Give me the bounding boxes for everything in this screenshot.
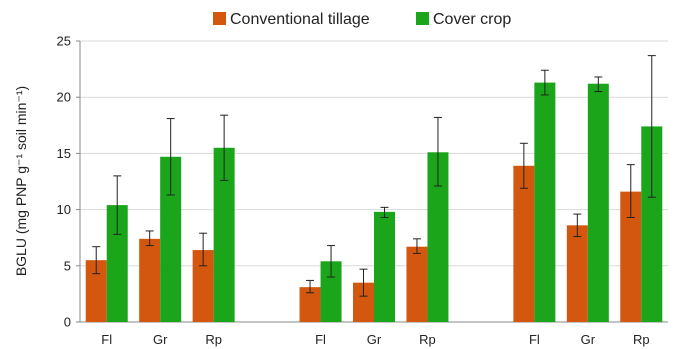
legend-swatch-conventional-tillage — [213, 12, 226, 25]
x-tick-label: Gr — [153, 332, 168, 347]
bar-conventional-tillage — [299, 287, 321, 322]
y-tick-label: 0 — [64, 315, 71, 330]
bar-conventional-tillage — [353, 282, 374, 322]
x-tick-label: Gr — [581, 332, 596, 347]
y-axis-title: BGLU (mg PNP g⁻¹ soil min⁻¹) — [13, 86, 29, 276]
bar-cover-crop — [587, 83, 609, 322]
y-tick-labels: 0 5 10 15 20 25 — [57, 34, 71, 330]
bar-cover-crop — [320, 261, 342, 322]
bar-conventional-tillage — [85, 260, 107, 322]
x-tick-label: Rp — [633, 332, 650, 347]
x-tick-label: Rp — [205, 332, 222, 347]
legend-label-cover-crop: Cover crop — [433, 11, 511, 28]
x-tick-label: Rp — [419, 332, 436, 347]
y-tick-label: 10 — [57, 202, 71, 217]
legend: Conventional tillage Cover crop — [213, 11, 511, 28]
x-tick-label: Fl — [529, 332, 540, 347]
bar-conventional-tillage — [192, 250, 214, 322]
bar-cover-crop — [106, 205, 128, 322]
bar-conventional-tillage — [620, 191, 642, 322]
bar-cover-crop — [641, 126, 663, 322]
x-tick-label: Gr — [367, 332, 382, 347]
x-tick-labels: Fl Gr Rp Fl Gr Rp Fl Gr Rp — [101, 332, 649, 347]
error-bars — [92, 55, 656, 297]
bar-cover-crop — [374, 211, 395, 322]
y-tick-label: 25 — [57, 34, 71, 49]
bar-cover-crop — [160, 156, 182, 322]
legend-swatch-cover-crop — [416, 12, 429, 25]
bar-cover-crop — [427, 152, 449, 322]
bar-conventional-tillage — [513, 165, 535, 322]
bar-conventional-tillage — [406, 246, 428, 322]
bar-cover-crop — [534, 82, 556, 322]
x-tick-label: Fl — [101, 332, 112, 347]
y-tick-label: 5 — [64, 258, 71, 273]
y-tick-label: 15 — [57, 146, 71, 161]
bar-conventional-tillage — [566, 225, 588, 322]
bars — [85, 82, 663, 322]
legend-label-conventional-tillage: Conventional tillage — [230, 11, 370, 28]
bar-conventional-tillage — [139, 238, 161, 322]
bar-cover-crop — [213, 147, 235, 322]
x-tick-label: Fl — [315, 332, 326, 347]
y-tick-label: 20 — [57, 90, 71, 105]
